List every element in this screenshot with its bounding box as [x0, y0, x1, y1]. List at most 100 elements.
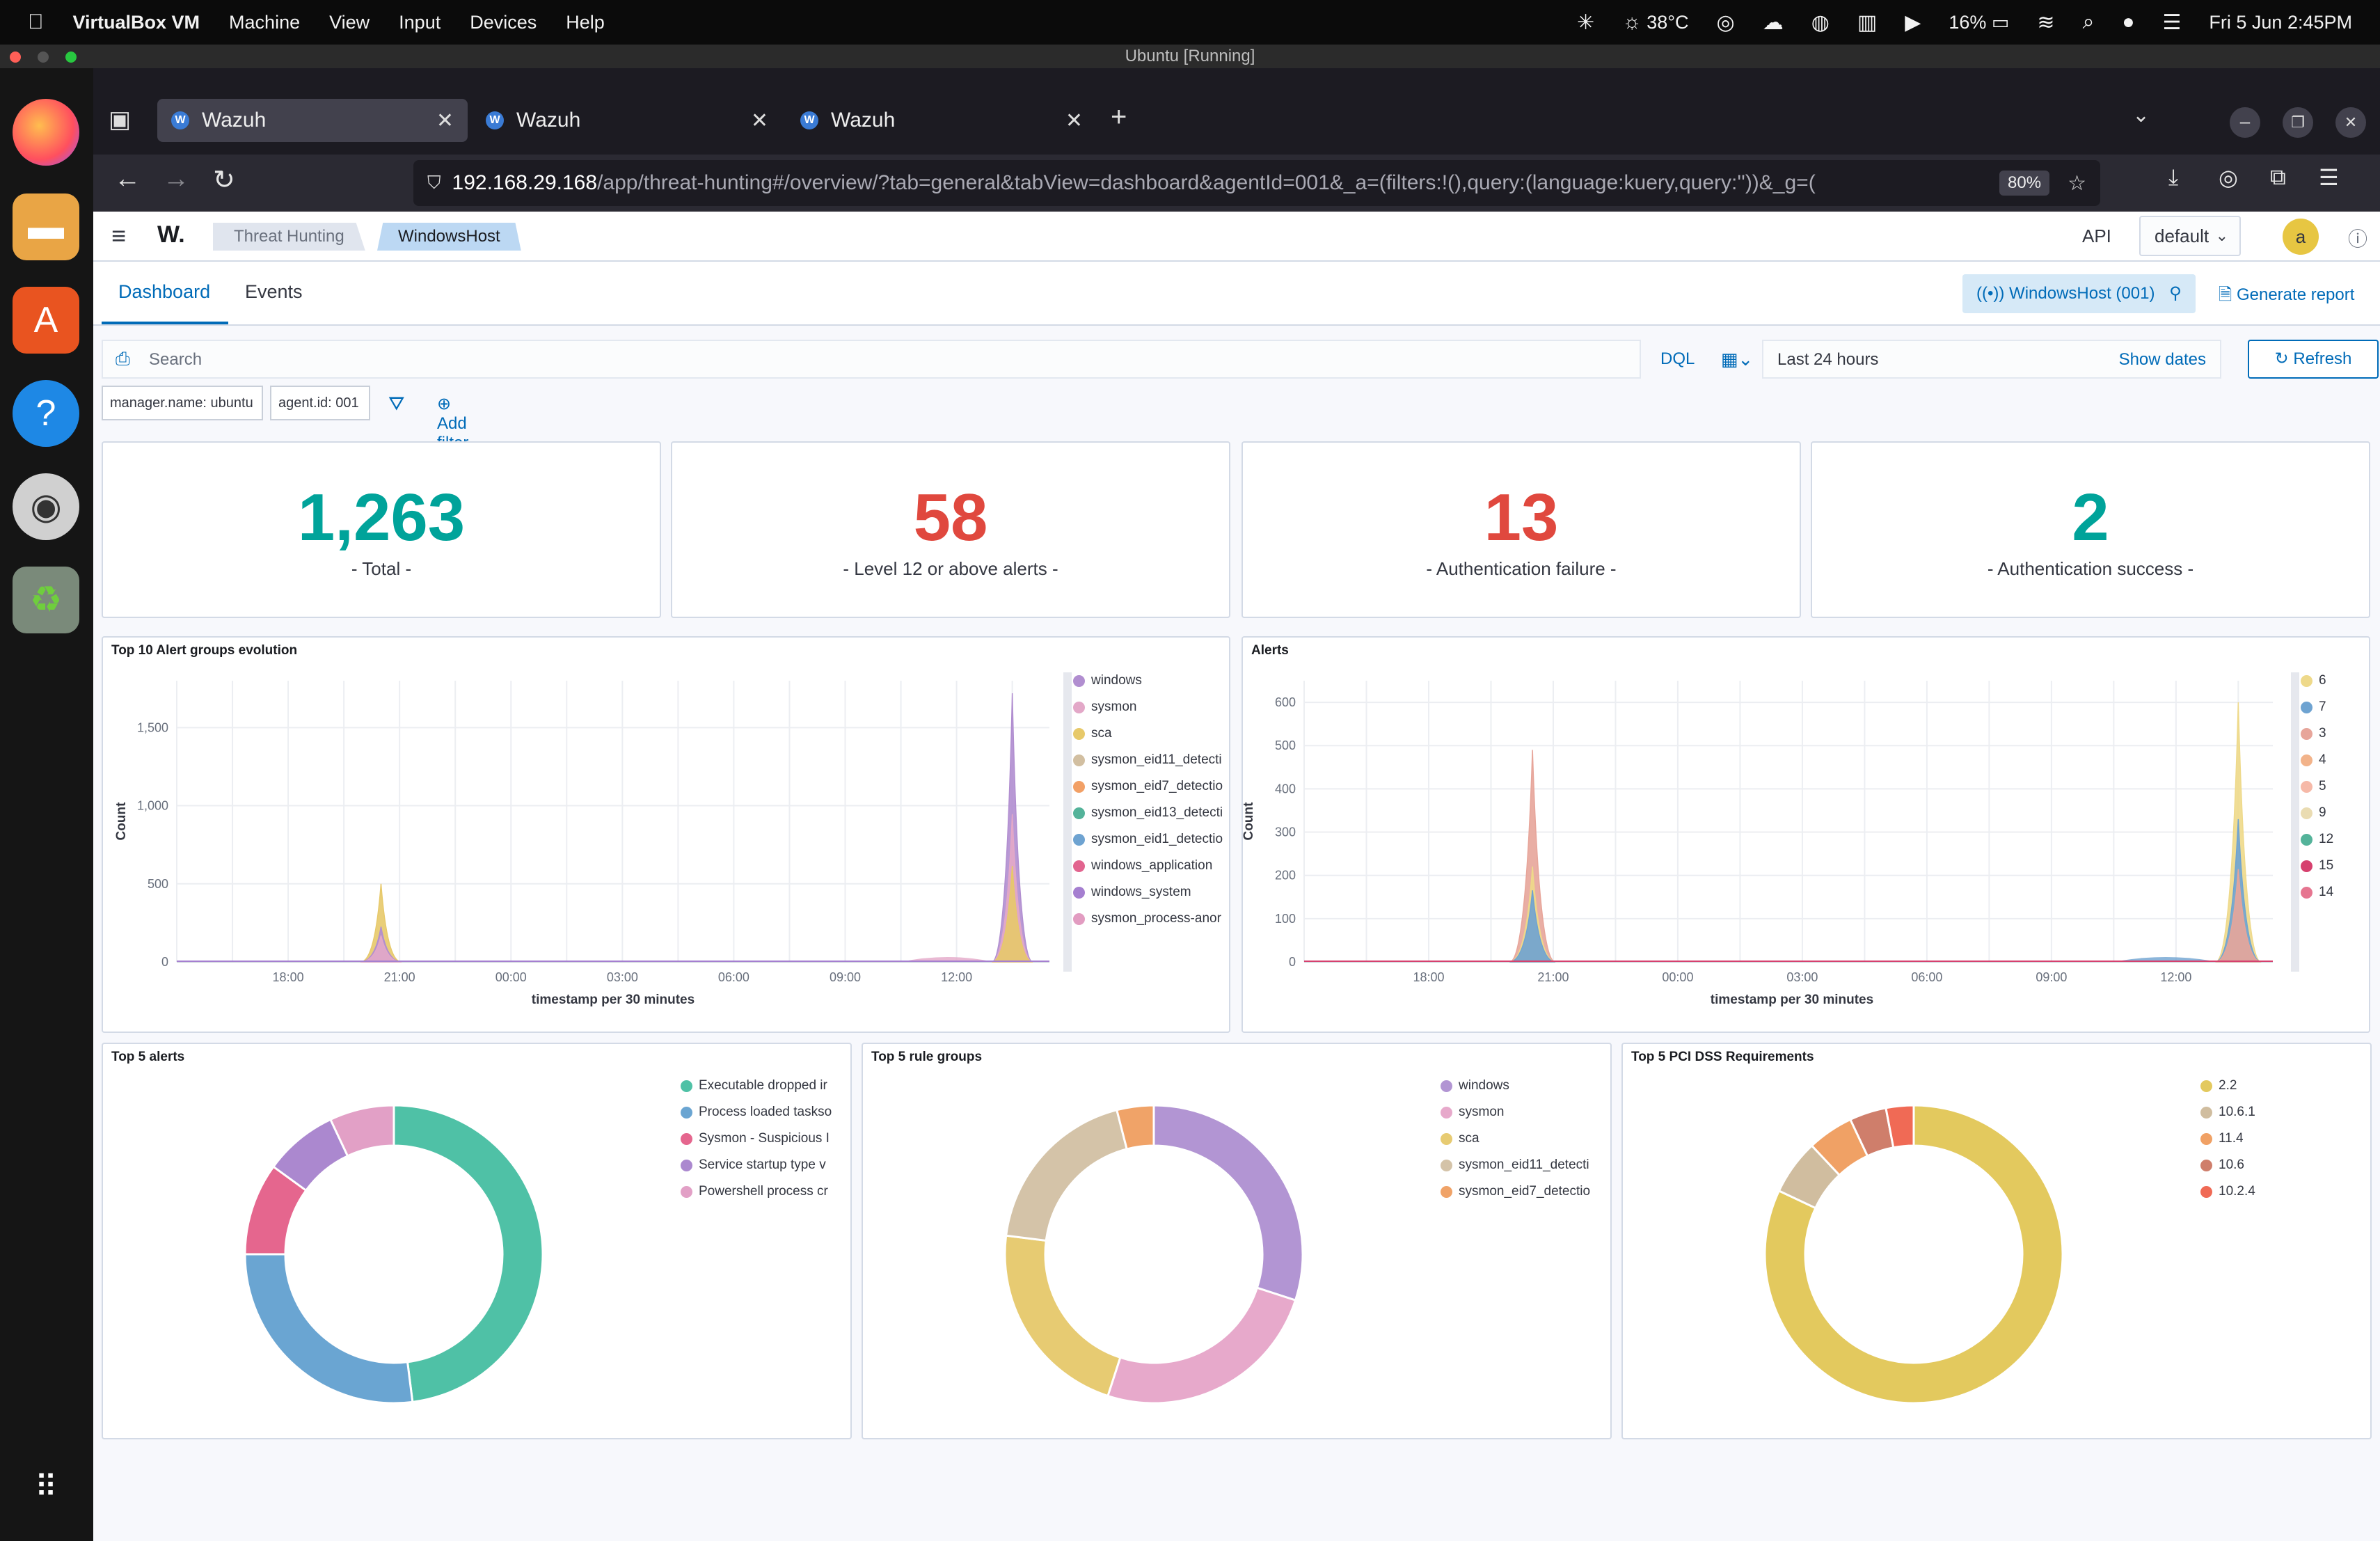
- files-icon[interactable]: ▬: [13, 193, 79, 260]
- legend-item[interactable]: sysmon_eid11_detecti: [1441, 1157, 1608, 1183]
- trash-icon[interactable]: ♻: [13, 567, 79, 633]
- api-select[interactable]: default ⌄: [2139, 216, 2241, 256]
- show-apps-icon[interactable]: ⠿: [34, 1469, 58, 1504]
- breadcrumb-threat-hunting[interactable]: Threat Hunting: [213, 223, 365, 251]
- menu-view[interactable]: View: [313, 11, 370, 33]
- legend-item[interactable]: windows: [1073, 672, 1226, 699]
- legend-item[interactable]: sysmon_eid7_detectio: [1073, 778, 1226, 805]
- legend-item[interactable]: 3: [2301, 725, 2370, 752]
- control-center-icon[interactable]: ☰: [2162, 10, 2182, 34]
- hamburger-menu-icon[interactable]: ≡: [111, 221, 127, 250]
- legend-item[interactable]: Service startup type v: [681, 1157, 848, 1183]
- filter-pill-agent[interactable]: agent.id: 001: [270, 386, 370, 420]
- cloud-icon[interactable]: ☁: [1762, 10, 1784, 34]
- legend-item[interactable]: 7: [2301, 699, 2370, 725]
- refresh-button[interactable]: ↻ Refresh: [2248, 340, 2379, 379]
- bookmark-star-icon[interactable]: ☆: [2068, 171, 2086, 195]
- weather-status[interactable]: ☼ 38°C: [1622, 10, 1689, 33]
- tab-events[interactable]: Events: [245, 281, 303, 302]
- legend-item[interactable]: 14: [2301, 884, 2370, 910]
- close-tab-icon[interactable]: ✕: [1065, 109, 1083, 132]
- area-peak[interactable]: [1509, 890, 1556, 963]
- memory-icon[interactable]: ▥: [1857, 10, 1878, 34]
- calendar-icon[interactable]: ▦⌄: [1720, 349, 1754, 370]
- donut-slice[interactable]: [244, 1253, 414, 1405]
- donut-slice[interactable]: [1115, 1104, 1155, 1151]
- legend-item[interactable]: 11.4: [2200, 1130, 2367, 1157]
- window-zoom-icon[interactable]: [65, 52, 77, 63]
- legend-item[interactable]: sysmon: [1441, 1104, 1608, 1130]
- apple-icon[interactable]: : [28, 10, 44, 34]
- legend-item[interactable]: 10.6: [2200, 1157, 2367, 1183]
- date-range-picker[interactable]: Last 24 hours Show dates: [1762, 340, 2221, 379]
- legend-item[interactable]: sysmon_process-anor: [1073, 910, 1226, 937]
- zoom-indicator[interactable]: 80%: [1999, 171, 2050, 196]
- menu-help[interactable]: Help: [550, 11, 605, 33]
- battery-status[interactable]: 16% ▭: [1949, 11, 2010, 33]
- area-peak[interactable]: [992, 865, 1033, 963]
- legend-item[interactable]: sysmon: [1073, 699, 1226, 725]
- legend-item[interactable]: sca: [1441, 1130, 1608, 1157]
- donut-chart-top5-pci-dss[interactable]: [1623, 1072, 2110, 1434]
- legend-item[interactable]: windows_system: [1073, 884, 1226, 910]
- donut-slice[interactable]: [1763, 1104, 2064, 1405]
- agent-pill[interactable]: ((•)) WindowsHost (001) ⚲: [1962, 274, 2196, 313]
- generate-report-button[interactable]: 🗎 Generate report: [2219, 285, 2355, 304]
- legend-item[interactable]: Executable dropped ir: [681, 1077, 848, 1104]
- minimize-window-icon[interactable]: –: [2230, 107, 2260, 138]
- play-icon[interactable]: ▶: [1905, 10, 1921, 34]
- legend-item[interactable]: 9: [2301, 805, 2370, 831]
- menu-devices[interactable]: Devices: [454, 11, 537, 33]
- stat-value[interactable]: 2: [2072, 480, 2109, 555]
- legend-scrollbar[interactable]: [2291, 672, 2299, 972]
- legend-item[interactable]: sca: [1073, 725, 1226, 752]
- legend-item[interactable]: 2.2: [2200, 1077, 2367, 1104]
- window-close-icon[interactable]: [10, 52, 21, 63]
- url-bar[interactable]: ⛉ 192.168.29.168/app/threat-hunting#/ove…: [413, 160, 2100, 206]
- donut-chart-top5-rule-groups[interactable]: [863, 1072, 1350, 1434]
- reload-icon[interactable]: ↻: [213, 166, 235, 195]
- downloads-icon[interactable]: ⤓: [2168, 164, 2179, 189]
- browser-menu-icon[interactable]: ☰: [2319, 165, 2339, 190]
- legend-item[interactable]: Sysmon - Suspicious I: [681, 1130, 848, 1157]
- legend-item[interactable]: 10.2.4: [2200, 1183, 2367, 1210]
- legend-item[interactable]: 15: [2301, 858, 2370, 884]
- menu-input[interactable]: Input: [383, 11, 441, 33]
- disc-icon[interactable]: ◉: [13, 473, 79, 540]
- legend-item[interactable]: 6: [2301, 672, 2370, 699]
- clock[interactable]: Fri 5 Jun 2:45PM: [2209, 11, 2352, 33]
- browser-tab-3[interactable]: W Wazuh ✕: [786, 99, 1097, 142]
- menu-machine[interactable]: Machine: [213, 11, 300, 33]
- fingerprint-icon[interactable]: ◍: [1811, 10, 1830, 34]
- legend-item[interactable]: 4: [2301, 752, 2370, 778]
- search-input[interactable]: ⎙ Search: [102, 340, 1641, 379]
- legend-item[interactable]: Process loaded taskso: [681, 1104, 848, 1130]
- account-icon[interactable]: ◎: [2219, 165, 2238, 190]
- user-profile-icon[interactable]: ●: [2122, 10, 2135, 33]
- legend-item[interactable]: 10.6.1: [2200, 1104, 2367, 1130]
- filter-funnel-icon[interactable]: ⛛: [388, 393, 405, 414]
- help-circle-icon[interactable]: ⓘ: [2348, 228, 2368, 250]
- area-peak[interactable]: [360, 883, 402, 963]
- site-security-icon[interactable]: ⛉: [427, 172, 441, 193]
- firefox-icon[interactable]: [13, 99, 79, 166]
- area-chart-alerts[interactable]: 0 100 200 300 400 500 600 18:00 21:00 00:00 03:00 0…: [1243, 665, 2273, 1034]
- wazuh-logo[interactable]: W.: [157, 221, 185, 248]
- browser-tab-2[interactable]: W Wazuh ✕: [472, 99, 782, 142]
- stat-value[interactable]: 13: [1484, 480, 1559, 555]
- window-minimize-icon[interactable]: [38, 52, 49, 63]
- help-icon[interactable]: ?: [13, 380, 79, 447]
- wifi-icon[interactable]: ≋: [2037, 10, 2055, 34]
- legend-item[interactable]: sysmon_eid1_detectio: [1073, 831, 1226, 858]
- close-tab-icon[interactable]: ✕: [436, 109, 454, 132]
- app-center-icon[interactable]: A: [13, 287, 79, 354]
- tab-overview-icon[interactable]: ▣: [109, 106, 132, 133]
- area-peak[interactable]: [2215, 869, 2262, 963]
- legend-item[interactable]: 5: [2301, 778, 2370, 805]
- spotlight-search-icon[interactable]: ⌕: [2082, 10, 2095, 33]
- browser-tab-1[interactable]: W Wazuh ✕: [157, 99, 468, 142]
- tab-list-chevron-icon[interactable]: ⌄: [2132, 104, 2150, 127]
- legend-item[interactable]: windows: [1441, 1077, 1608, 1104]
- saved-query-icon[interactable]: ⎙: [116, 348, 130, 369]
- status-circle-icon[interactable]: ◎: [1716, 10, 1735, 34]
